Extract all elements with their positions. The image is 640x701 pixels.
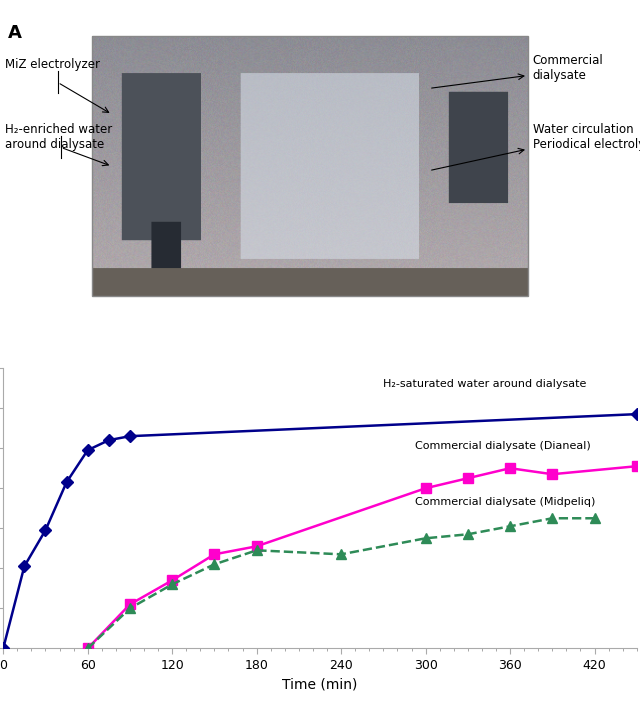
Text: Commercial dialysate (Dianeal): Commercial dialysate (Dianeal) [415, 441, 591, 451]
Text: MiZ electrolyzer: MiZ electrolyzer [5, 58, 100, 71]
Text: H₂-enriched water
around dialysate: H₂-enriched water around dialysate [5, 123, 113, 151]
Bar [92, 36, 528, 297]
Text: A: A [8, 24, 22, 41]
Text: Commercial dialysate (Midpeliq): Commercial dialysate (Midpeliq) [415, 497, 595, 507]
Text: Water circulation
Periodical electrolysis: Water circulation Periodical electrolysi… [533, 123, 640, 151]
Text: H₂-saturated water around dialysate: H₂-saturated water around dialysate [383, 379, 587, 389]
Text: Commercial
dialysate: Commercial dialysate [533, 54, 604, 82]
X-axis label: Time (min): Time (min) [282, 677, 358, 691]
